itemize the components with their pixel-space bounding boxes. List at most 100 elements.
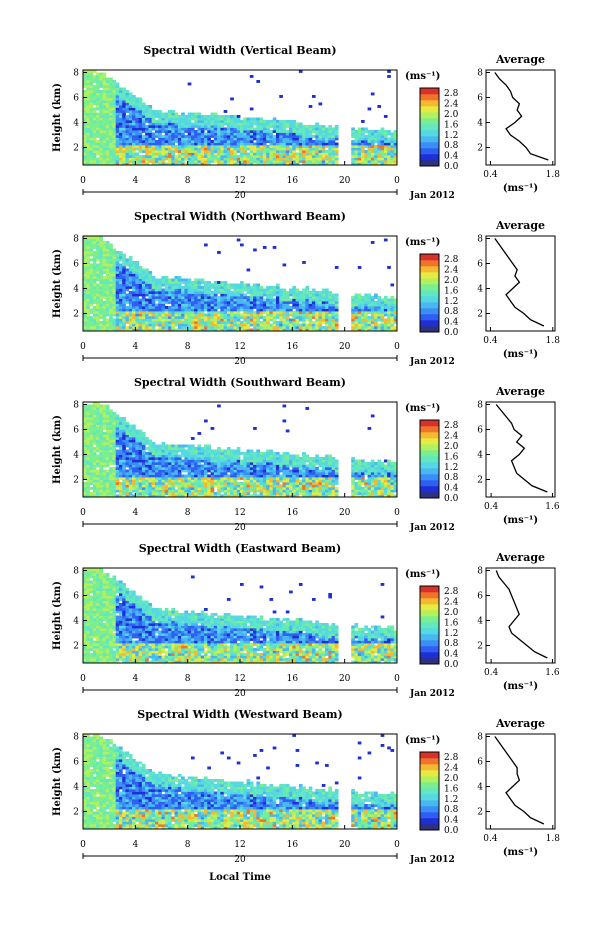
heatmap-cell — [370, 140, 375, 143]
heatmap-cell — [174, 328, 179, 332]
heatmap-cell — [361, 323, 365, 327]
heatmap-cell — [331, 293, 336, 297]
heatmap-cell — [118, 313, 123, 317]
heatmap-cell — [102, 311, 107, 314]
heatmap-cell — [118, 97, 123, 101]
heatmap-cell — [325, 328, 329, 332]
heatmap-cell — [204, 150, 208, 153]
heatmap-cell — [128, 316, 133, 319]
heatmap-cell — [204, 492, 208, 495]
heatmap-cell — [171, 492, 175, 495]
heatmap-cell — [210, 283, 215, 287]
heatmap-cell — [298, 313, 303, 317]
heatmap-cell — [318, 323, 323, 327]
heatmap-cell — [194, 117, 198, 121]
heatmap-cell — [240, 155, 244, 158]
heatmap-cell — [328, 155, 332, 158]
heatmap-cell — [289, 137, 293, 141]
heatmap-cell — [190, 326, 195, 329]
heatmap-cell — [128, 447, 133, 450]
heatmap-cell — [105, 112, 110, 116]
heatmap-cell — [128, 273, 133, 277]
heatmap-cell — [275, 160, 280, 163]
heatmap-cell — [279, 316, 283, 319]
heatmap-cell — [102, 484, 107, 488]
heatmap-cell — [364, 308, 368, 312]
heatmap-cell — [138, 442, 143, 445]
heatmap-cell — [154, 120, 159, 123]
heatmap-cell — [246, 127, 251, 131]
heatmap-cell — [272, 140, 277, 143]
heatmap-cell — [328, 157, 332, 161]
heatmap-cell — [132, 271, 136, 274]
heatmap-cell — [118, 427, 123, 430]
heatmap-cell — [315, 160, 319, 163]
heatmap-cell — [226, 291, 231, 294]
heatmap-cell — [334, 132, 339, 136]
average-y-tick-label: 4 — [477, 285, 483, 295]
heatmap-cell — [367, 147, 372, 151]
heatmap-cell — [253, 117, 257, 121]
heatmap-cell — [217, 150, 221, 153]
heatmap-cell — [272, 162, 277, 166]
heatmap-cell — [197, 117, 202, 121]
heatmap-cell — [223, 115, 228, 118]
y-tick-label: 6 — [73, 260, 79, 270]
heatmap-cell — [164, 444, 169, 448]
heatmap-cell — [266, 303, 270, 307]
heatmap-cell — [298, 303, 303, 307]
heatmap-cell — [292, 142, 297, 146]
heatmap-cell — [240, 132, 244, 136]
heatmap-cell — [213, 288, 218, 292]
heatmap-cell — [128, 122, 133, 126]
heatmap-cell — [269, 130, 274, 133]
heatmap-cell — [161, 492, 166, 495]
heatmap-cell — [279, 296, 283, 299]
heatmap-cell — [118, 147, 123, 151]
heatmap-cell — [161, 293, 166, 297]
heatmap-cell — [118, 429, 123, 433]
heatmap-cell — [315, 326, 319, 329]
heatmap-cell — [354, 142, 359, 146]
heatmap-cell — [132, 162, 136, 166]
heatmap-cell — [102, 444, 107, 448]
heatmap-cell — [253, 130, 257, 133]
heatmap-cell — [158, 122, 162, 126]
heatmap-cell — [102, 454, 107, 458]
heatmap-cell — [226, 157, 231, 161]
heatmap-cell — [357, 323, 362, 327]
heatmap-cell — [92, 469, 97, 473]
heatmap-cell — [259, 147, 264, 151]
heatmap-cell — [135, 120, 140, 123]
heatmap-cell — [99, 313, 104, 317]
heatmap-cell — [282, 125, 287, 128]
heatmap-cell — [89, 80, 94, 83]
heatmap-cell — [354, 140, 359, 143]
heatmap-cell — [308, 155, 313, 158]
heatmap-cell — [83, 417, 87, 420]
heatmap-cell — [164, 112, 169, 116]
heatmap-cell — [181, 487, 185, 490]
heatmap-cell — [161, 308, 166, 312]
heatmap-cell — [262, 162, 267, 166]
heatmap-cell — [305, 130, 310, 133]
heatmap-cell — [187, 147, 192, 151]
heatmap-cell — [105, 419, 110, 423]
heatmap-cell — [181, 303, 185, 307]
heatmap-cell — [99, 142, 104, 146]
heatmap-cell — [86, 127, 90, 131]
heatmap-cell — [393, 311, 398, 314]
heatmap-cell — [92, 288, 97, 292]
heatmap-cell — [207, 286, 211, 289]
heatmap-cell — [361, 298, 365, 302]
heatmap-cell — [96, 251, 100, 254]
heatmap-cell — [112, 87, 117, 91]
heatmap-cell — [138, 318, 143, 322]
heatmap-cell — [86, 276, 90, 279]
heatmap-cell — [311, 142, 316, 146]
heatmap-cell — [200, 321, 205, 324]
heatmap-cell — [383, 152, 388, 156]
heatmap-cell — [135, 308, 140, 312]
heatmap-cell — [315, 157, 319, 161]
heatmap-cell — [387, 266, 391, 269]
